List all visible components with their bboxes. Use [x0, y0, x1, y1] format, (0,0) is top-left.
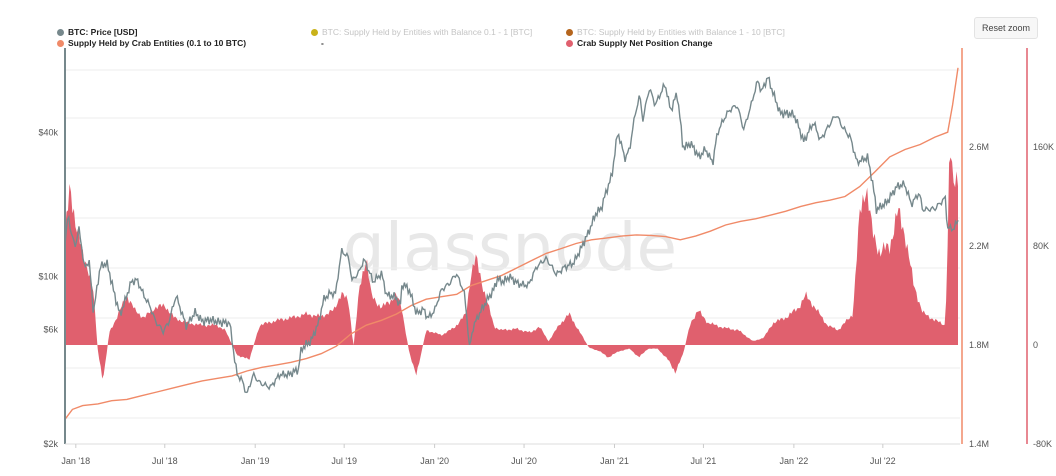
legend-dot-icon [311, 28, 318, 36]
reset-zoom-button[interactable]: Reset zoom [974, 17, 1038, 39]
net-position-change-area [65, 157, 958, 379]
x-tick-label: Jul '21 [691, 456, 717, 466]
legend-item-btc-price[interactable]: BTC: Price [USD] [57, 27, 137, 37]
x-tick-label: Jan '19 [241, 456, 270, 466]
watermark-logo: glassnode [343, 209, 677, 286]
supply-tick-label: 2.2M [969, 241, 989, 251]
x-tick-label: Jan '22 [780, 456, 809, 466]
supply-tick-label: 1.8M [969, 340, 989, 350]
series-net-position-change [65, 157, 958, 379]
legend-dot-icon [566, 28, 573, 36]
legend-dot-icon [57, 39, 64, 47]
chart-series-lines [64, 67, 959, 420]
legend-item-dash: - [321, 38, 324, 48]
chart-axes: $2k $6k $10k $40k 1.4M 1.8M 2.2M 2.6M -80K 0 80K 16… [38, 48, 1054, 466]
x-tick-label: Jul '20 [511, 456, 537, 466]
legend-label: BTC: Supply Held by Entities with Balanc… [577, 27, 785, 37]
legend-item-net-position-change[interactable]: Crab Supply Net Position Change [566, 38, 713, 48]
x-tick-label: Jul '18 [152, 456, 178, 466]
net-change-tick-label: -80K [1033, 439, 1052, 449]
net-change-tick-label: 160K [1033, 142, 1054, 152]
x-tick-label: Jan '21 [600, 456, 629, 466]
price-tick-label: $6k [43, 325, 58, 335]
chart-legend: BTC: Price [USD] BTC: Supply Held by Ent… [0, 0, 1056, 48]
legend-label: BTC: Supply Held by Entities with Balanc… [322, 27, 533, 37]
legend-item-supply-0-1-to-1[interactable]: BTC: Supply Held by Entities with Balanc… [311, 27, 532, 37]
legend-label: Crab Supply Net Position Change [577, 38, 713, 48]
x-tick-label: Jan '20 [420, 456, 449, 466]
x-tick-label: Jan '18 [61, 456, 90, 466]
net-change-tick-label: 0 [1033, 340, 1038, 350]
price-tick-label: $10k [38, 272, 58, 282]
net-change-tick-label: 80K [1033, 241, 1049, 251]
legend-item-crab-supply[interactable]: Supply Held by Crab Entities (0.1 to 10 … [57, 38, 246, 48]
supply-tick-label: 1.4M [969, 439, 989, 449]
legend-dot-icon [566, 39, 573, 47]
price-tick-label: $2k [43, 439, 58, 449]
legend-label: - [321, 38, 324, 48]
legend-dot-icon [57, 28, 64, 36]
x-tick-label: Jul '19 [331, 456, 357, 466]
crab-supply-line [64, 67, 959, 420]
price-tick-label: $40k [38, 127, 58, 137]
legend-label: BTC: Price [USD] [68, 27, 138, 37]
chart-gridlines [65, 69, 960, 419]
x-tick-label: Jul '22 [870, 456, 896, 466]
legend-label: Supply Held by Crab Entities (0.1 to 10 … [68, 38, 247, 48]
legend-item-supply-1-to-10[interactable]: BTC: Supply Held by Entities with Balanc… [566, 27, 785, 37]
btc-price-line [64, 76, 959, 394]
supply-tick-label: 2.6M [969, 142, 989, 152]
